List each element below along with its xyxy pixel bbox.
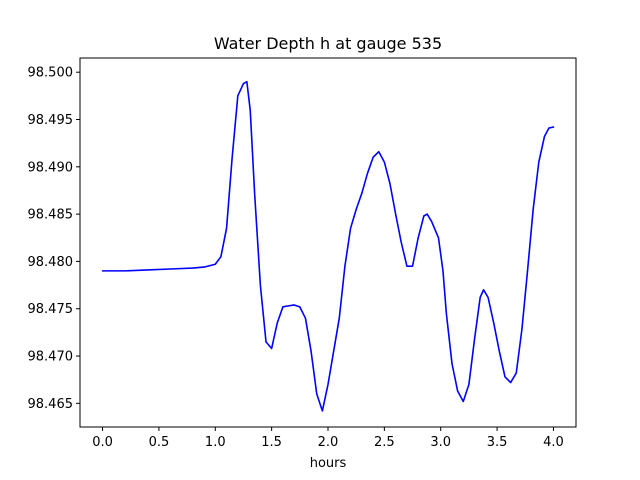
x-tick-label: 1.0 [205, 435, 226, 450]
x-tick-label: 1.5 [261, 435, 282, 450]
x-axis-label: hours [310, 456, 347, 471]
x-tick-label: 3.5 [487, 435, 508, 450]
x-axis-ticks: 0.0 0.5 1.0 1.5 2.0 2.5 3.0 3.5 4.0 [92, 427, 564, 450]
y-tick-label: 98.500 [28, 66, 74, 81]
y-tick-label: 98.470 [28, 350, 74, 365]
y-tick-label: 98.490 [28, 160, 74, 175]
y-axis-ticks: 98.465 98.470 98.475 98.480 98.485 98.490 98.4… [28, 66, 80, 412]
chart-title: Water Depth h at gauge 535 [214, 34, 442, 53]
y-tick-label: 98.480 [28, 255, 74, 270]
y-tick-label: 98.485 [28, 208, 74, 223]
series-line-0 [101, 80, 555, 412]
x-tick-label: 4.0 [543, 435, 564, 450]
x-tick-label: 3.0 [430, 435, 451, 450]
x-tick-label: 0.0 [92, 435, 113, 450]
y-tick-label: 98.495 [28, 113, 74, 128]
x-tick-label: 2.5 [374, 435, 395, 450]
x-tick-label: 2.0 [318, 435, 339, 450]
y-tick-label: 98.465 [28, 397, 74, 412]
x-tick-label: 0.5 [149, 435, 170, 450]
y-tick-label: 98.475 [28, 302, 74, 317]
